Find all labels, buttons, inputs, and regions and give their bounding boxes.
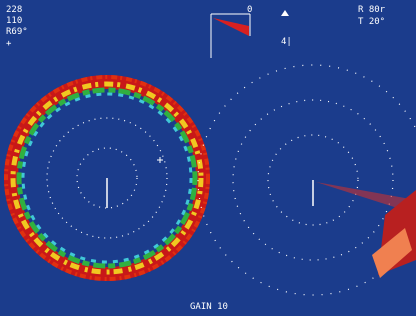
status-text: + [6,39,12,49]
status-text: T 20° [358,17,385,27]
page: {"status": {"top_left": ["228", "110", "… [0,0,416,316]
status-text: R 80r [358,5,386,15]
sonar-screen: 228 110 R69° + R 80r T 20° 0 4| GAIN 10 [0,0,416,316]
status-text: 0 [247,5,252,15]
status-text: GAIN 10 [190,302,228,312]
status-text: R69° [6,27,28,37]
status-text: 4| [281,37,292,47]
status-text: 110 [6,16,22,26]
status-text: 228 [6,5,22,15]
